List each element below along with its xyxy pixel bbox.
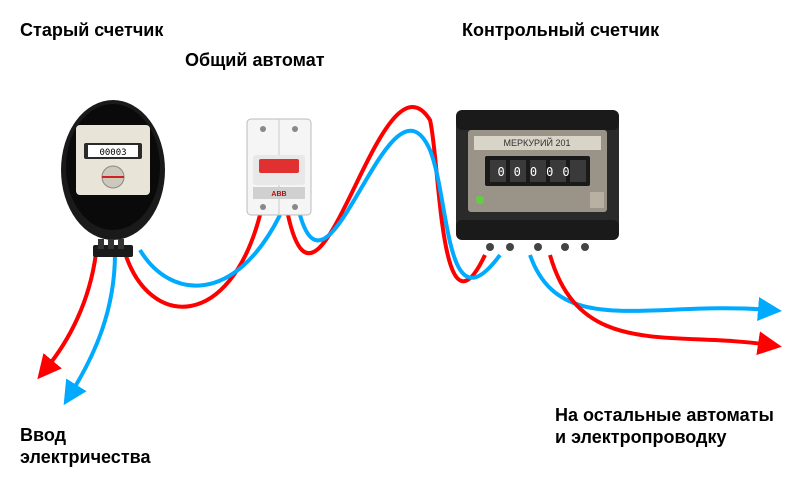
wire-input-phase	[45, 253, 96, 370]
old-meter-reading: 00003	[99, 148, 126, 158]
label-input: Ввод электричества	[20, 425, 200, 468]
wire-output-phase	[550, 255, 770, 345]
control-meter-brand: МЕРКУРИЙ 201	[503, 137, 570, 148]
control-meter-reading: 00000	[497, 165, 578, 179]
wire-output-neutral	[530, 255, 770, 311]
label-old-meter: Старый счетчик	[20, 20, 163, 42]
label-control-meter: Контрольный счетчик	[462, 20, 659, 42]
old-meter-device: 00003	[58, 95, 168, 260]
label-output: На остальные автоматы и электропроводку	[555, 405, 775, 448]
breaker-brand: ABB	[271, 191, 286, 198]
common-breaker-device: ABB	[243, 115, 315, 220]
label-common-breaker: Общий автомат	[185, 50, 325, 72]
wire-input-neutral	[70, 253, 115, 395]
control-meter-device: МЕРКУРИЙ 201 00000	[450, 100, 625, 260]
